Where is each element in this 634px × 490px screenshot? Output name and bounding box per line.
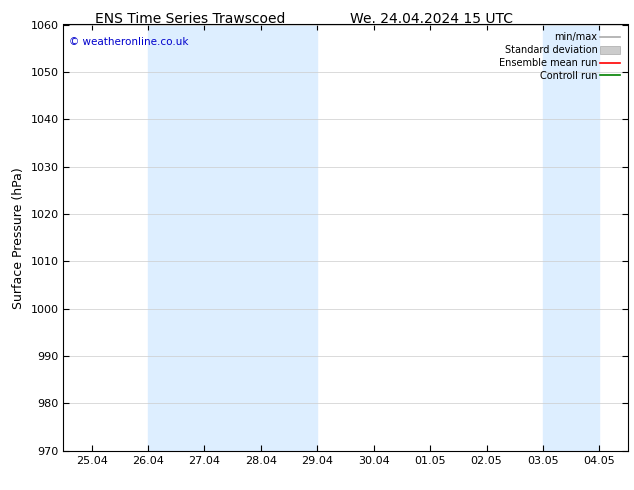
Legend: min/max, Standard deviation, Ensemble mean run, Controll run: min/max, Standard deviation, Ensemble me… [496, 29, 623, 84]
Bar [148, 24, 317, 451]
Text: We. 24.04.2024 15 UTC: We. 24.04.2024 15 UTC [349, 12, 513, 26]
Bar [543, 24, 600, 451]
Y-axis label: Surface Pressure (hPa): Surface Pressure (hPa) [12, 167, 25, 309]
Text: ENS Time Series Trawscoed: ENS Time Series Trawscoed [95, 12, 285, 26]
Text: © weatheronline.co.uk: © weatheronline.co.uk [69, 37, 188, 48]
